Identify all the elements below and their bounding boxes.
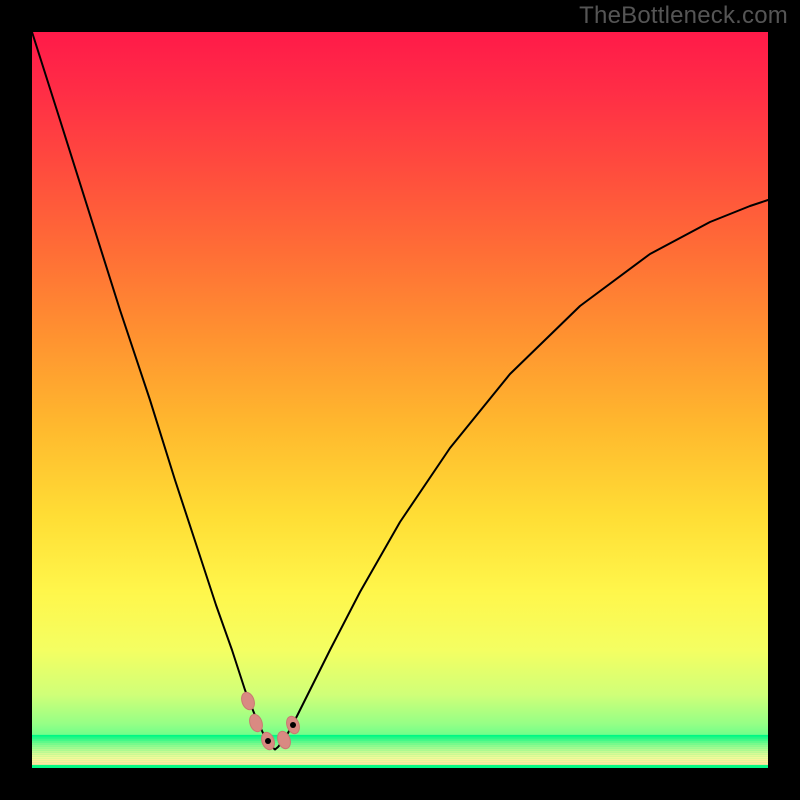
green-band-line <box>32 737 768 739</box>
green-band-line <box>32 739 768 741</box>
green-band-line <box>32 743 768 745</box>
green-band-line <box>32 759 768 761</box>
green-band-line <box>32 751 768 753</box>
highlight-dot-center <box>290 722 296 728</box>
bottleneck-chart <box>0 0 800 800</box>
green-band-line <box>32 741 768 743</box>
green-band-line <box>32 761 768 763</box>
green-band-line <box>32 735 768 737</box>
green-band-line <box>32 757 768 759</box>
green-band-line <box>32 755 768 757</box>
chart-frame: TheBottleneck.com <box>0 0 800 800</box>
plot-background <box>32 32 768 768</box>
green-band-line <box>32 745 768 747</box>
green-band-line <box>32 747 768 749</box>
green-band-line <box>32 763 768 765</box>
green-band-line <box>32 749 768 751</box>
highlight-dot-center <box>265 738 271 744</box>
green-band-line <box>32 753 768 755</box>
